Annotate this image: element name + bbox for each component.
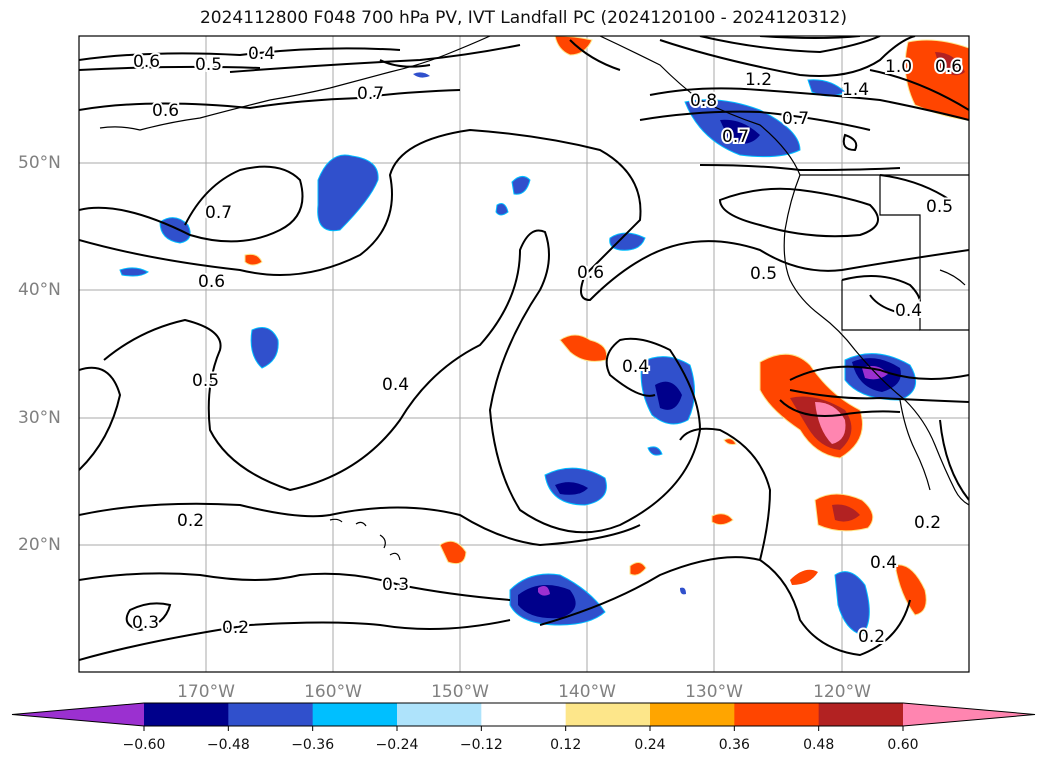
contour-label: 0.3 xyxy=(382,575,409,595)
lon-label: 170°W xyxy=(177,682,235,702)
colorbar-segment xyxy=(650,703,735,726)
contour-label: 0.7 xyxy=(357,84,384,104)
neg-core-central-2 xyxy=(555,482,588,495)
contour-label: 0.7 xyxy=(205,203,232,223)
contour-label: 0.3 xyxy=(132,613,159,633)
contour-labels: 0.6 0.5 0.4 0.6 0.7 0.7 0.6 0.5 0.4 0.5 … xyxy=(130,42,964,649)
colorbar-tick-label: −0.12 xyxy=(459,737,503,753)
pv-contours xyxy=(79,36,969,661)
contour-label: 0.2 xyxy=(222,618,249,638)
contour-label: 0.5 xyxy=(192,371,219,391)
colorbar-segment xyxy=(818,703,904,726)
contour-label: 0.4 xyxy=(382,375,409,395)
colorbar-extend-max xyxy=(903,703,1035,726)
contour-label: 0.4 xyxy=(622,357,649,377)
colorbar-tick-label: −0.48 xyxy=(206,737,250,753)
colorbar-segment xyxy=(228,703,314,726)
contour-label: 0.7 xyxy=(782,109,809,129)
pos-blob-mx-2 xyxy=(790,569,818,585)
lon-label: 160°W xyxy=(304,682,362,702)
contour-label: 0.6 xyxy=(152,101,179,121)
colorbar-tick-label: −0.36 xyxy=(291,737,335,753)
map-frame xyxy=(78,35,970,673)
contour-label: 0.7 xyxy=(722,127,749,147)
lon-label: 130°W xyxy=(685,682,743,702)
contour-label: 0.6 xyxy=(133,52,160,72)
contour-label: 0.8 xyxy=(690,91,717,111)
contour-label: 0.6 xyxy=(577,263,604,283)
contour-label: 0.2 xyxy=(858,627,885,647)
lon-label: 150°W xyxy=(431,682,489,702)
neg-blob-west-2 xyxy=(119,267,149,277)
colorbar-tick-label: 0.36 xyxy=(718,737,750,753)
neg-blob-tiny-3 xyxy=(680,587,686,595)
pos-blob-small-2 xyxy=(629,562,647,576)
contour-label: 0.4 xyxy=(870,553,897,573)
contour-label: 0.6 xyxy=(198,272,225,292)
figure-title: 2024112800 F048 700 hPa PV, IVT Landfall… xyxy=(199,8,847,28)
colorbar-segment xyxy=(734,703,820,726)
neg-core-south xyxy=(518,585,576,619)
contour-label: 1.2 xyxy=(745,70,772,90)
neg-blob-mid-1 xyxy=(250,327,279,369)
colorbar-segment xyxy=(481,703,567,726)
coastlines xyxy=(99,36,969,561)
contour-label: 0.5 xyxy=(195,55,222,75)
neg-blob-tiny-1 xyxy=(413,72,430,78)
colorbar-tick-label: 0.48 xyxy=(803,737,835,753)
colorbar-segment xyxy=(312,703,398,726)
colorbar-tick-label: 0.12 xyxy=(550,737,582,753)
neg-blob-aleutian-1 xyxy=(317,154,379,232)
colorbar-segment xyxy=(397,703,482,726)
colorbar-segments xyxy=(11,702,1036,727)
neg-peak-south xyxy=(538,586,550,596)
neg-core-gulf-ak xyxy=(720,119,760,144)
colorbar-tick-label: −0.24 xyxy=(375,737,419,753)
pos-blob-mx xyxy=(894,564,927,616)
contour-label: 0.2 xyxy=(914,513,941,533)
contour-label: 0.5 xyxy=(750,264,777,284)
pos-blob-small-4 xyxy=(723,438,737,445)
pv-anomaly-fills xyxy=(119,36,969,636)
neg-blob-small-1 xyxy=(511,176,531,195)
neg-core-central-1 xyxy=(655,381,682,410)
colorbar-tick-label: 0.60 xyxy=(887,737,919,753)
pos-blob-center xyxy=(559,334,608,362)
colorbar-tick-label: −0.60 xyxy=(122,737,166,753)
contour-label: 0.5 xyxy=(926,197,953,217)
contour-label: 1.0 xyxy=(885,57,912,77)
colorbar-extend-min xyxy=(12,703,144,726)
lat-label: 30°N xyxy=(18,408,61,428)
map-panel: 0.6 0.5 0.4 0.6 0.7 0.7 0.6 0.5 0.4 0.5 … xyxy=(78,35,970,673)
lat-label: 50°N xyxy=(18,153,61,173)
pos-core-baja xyxy=(832,504,860,522)
pos-blob-small-3 xyxy=(244,253,263,266)
colorbar-outline xyxy=(11,702,1036,727)
colorbar-segment xyxy=(144,703,229,726)
contour-label: 0.2 xyxy=(177,511,204,531)
contour-label: 0.4 xyxy=(895,301,922,321)
contour-label: 0.6 xyxy=(935,57,962,77)
neg-blob-small-2 xyxy=(495,203,509,216)
pos-peak-offshore xyxy=(815,402,846,444)
neg-blob-mexico xyxy=(834,571,870,636)
lon-label: 120°W xyxy=(813,682,871,702)
contour-label: 1.4 xyxy=(842,80,869,100)
colorbar-ticks xyxy=(143,726,904,731)
pos-core-northeast xyxy=(935,52,965,76)
pos-blob-small-1 xyxy=(711,513,734,526)
lon-label: 140°W xyxy=(558,682,616,702)
lat-label: 40°N xyxy=(18,280,61,300)
neg-blob-tiny-2 xyxy=(647,446,663,456)
colorbar-segment xyxy=(565,703,651,726)
lat-label: 20°N xyxy=(18,535,61,555)
colorbar-tick-label: 0.24 xyxy=(634,737,666,753)
contour-label: 0.4 xyxy=(248,44,275,64)
pos-blob-hawaii xyxy=(439,540,467,565)
